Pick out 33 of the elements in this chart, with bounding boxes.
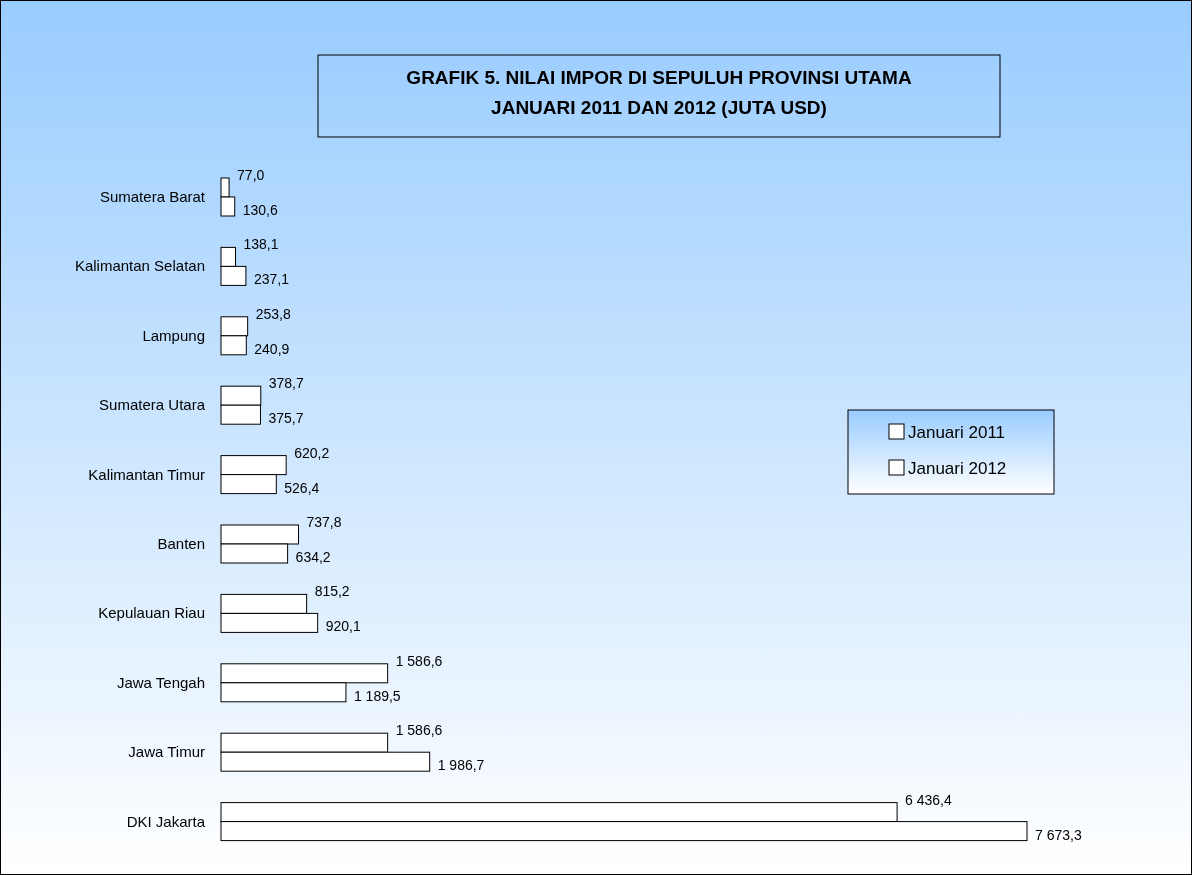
y-tick-label: Jawa Timur	[128, 743, 205, 761]
data-label: 1 586,6	[395, 652, 443, 669]
data-label: 77,0	[237, 167, 265, 183]
chart-title: GRAFIK 5. NILAI IMPOR DI SEPULUH PROVINSI UTAMA JANUARI 2011 DAN 2012 (JUTA USD)	[406, 67, 912, 118]
data-label: 1 586,6	[395, 722, 443, 739]
y-tick-label: Jawa Tengah	[116, 673, 205, 691]
data-label: 634,2	[295, 549, 331, 565]
data-label: 240,9	[254, 340, 290, 357]
legend-label: Januari 2012	[908, 459, 1007, 478]
y-tick-label: Sumatera Utara	[99, 396, 206, 414]
data-label: 378,7	[268, 375, 305, 392]
data-label: 1 189,5	[353, 687, 401, 704]
data-label: 737,8	[306, 514, 342, 530]
y-tick-label: Kalimantan Timur	[88, 465, 205, 483]
data-label: 920,1	[325, 618, 361, 635]
data-label: 253,8	[255, 305, 291, 322]
y-tick-label: Lampung	[142, 326, 205, 344]
data-label: 620,2	[294, 444, 330, 461]
data-label: 1 986,7	[437, 757, 485, 774]
data-label: 138,1	[243, 236, 279, 253]
y-tick-label: Banten	[157, 535, 205, 552]
data-label: 7 673,3	[1035, 826, 1082, 843]
data-label: 815,2	[314, 583, 350, 600]
y-tick-label: Kepulauan Riau	[98, 604, 205, 622]
data-label: 130,6	[242, 202, 278, 218]
data-label: 237,1	[253, 271, 290, 288]
y-tick-label: DKI Jakarta	[126, 812, 206, 830]
y-tick-label: Kalimantan Selatan	[74, 257, 205, 275]
data-label: 375,7	[268, 410, 304, 427]
data-label: 526,4	[284, 479, 320, 496]
legend-label: Januari 2011	[908, 423, 1006, 442]
data-label: 6 436,4	[905, 791, 952, 808]
y-tick-label: Sumatera Barat	[99, 188, 206, 205]
